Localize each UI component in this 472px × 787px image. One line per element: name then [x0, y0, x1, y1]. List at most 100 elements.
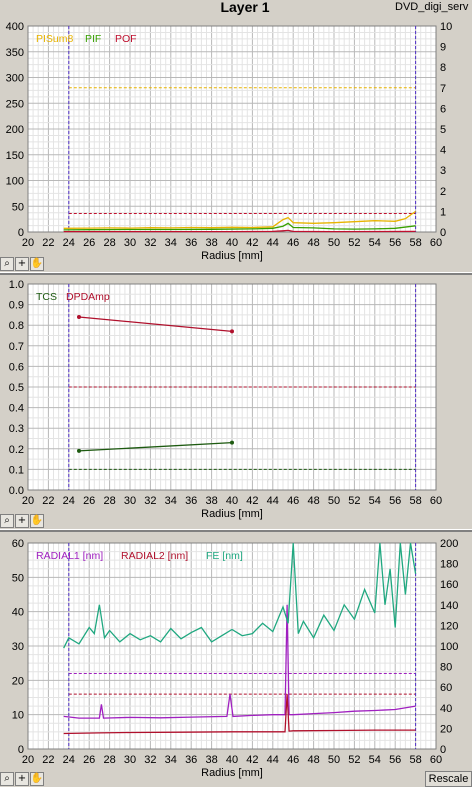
x-tick-label: 40 [226, 237, 238, 249]
x-tick-label: 38 [205, 237, 217, 249]
x-tick-label: 60 [430, 495, 442, 507]
x-tick-label: 42 [246, 237, 258, 249]
x-axis-label: Radius [mm] [201, 250, 263, 262]
data-point [77, 448, 81, 453]
x-tick-label: 28 [103, 237, 115, 249]
y-tick-label: 100 [6, 176, 24, 188]
y2-tick-label: 9 [440, 42, 446, 54]
y2-tick-label: 20 [440, 723, 452, 735]
x-tick-label: 30 [124, 237, 136, 249]
x-tick-label: 46 [287, 495, 299, 507]
y-tick-label: 0.6 [9, 361, 24, 373]
y-tick-label: 60 [12, 538, 24, 550]
legend-entry: POF [115, 33, 137, 45]
x-tick-label: 26 [83, 495, 95, 507]
crosshair-icon[interactable]: + [15, 772, 29, 786]
zoom-icon[interactable]: ⌕ [0, 772, 14, 786]
legend-entry: PISum8 [36, 33, 74, 45]
x-axis-label: Radius [mm] [201, 767, 263, 779]
charts-layer: 20 22 24 26 28 30 32 34 36 38 40 42 44 46 48 50 52 54 56 58… [6, 21, 459, 779]
x-tick-label: 36 [185, 237, 197, 249]
y2-tick-label: 5 [440, 124, 446, 136]
x-tick-label: 50 [328, 237, 340, 249]
x-tick-label: 28 [103, 495, 115, 507]
x-tick-label: 32 [144, 754, 156, 766]
y-tick-label: 50 [12, 572, 24, 584]
series-line [63, 222, 416, 231]
legend-entry: RADIAL2 [nm] [121, 550, 188, 562]
y2-tick-label: 8 [440, 62, 446, 74]
y2-tick-label: 2 [440, 186, 446, 198]
grid [27, 542, 437, 750]
x-tick-label: 24 [63, 237, 75, 249]
x-tick-label: 32 [144, 495, 156, 507]
x-tick-label: 26 [83, 754, 95, 766]
chart-toolbar: ⌕ + ✋ [0, 513, 52, 529]
y2-tick-label: 60 [440, 682, 452, 694]
pan-hand-icon[interactable]: ✋ [30, 514, 44, 528]
y-tick-label: 0.9 [9, 300, 24, 312]
pan-hand-icon[interactable]: ✋ [30, 257, 44, 271]
y-tick-label: 0.5 [9, 382, 24, 394]
y-tick-label: 200 [6, 124, 24, 136]
x-tick-label: 50 [328, 754, 340, 766]
x-tick-label: 54 [369, 237, 381, 249]
x-tick-label: 58 [409, 495, 421, 507]
rescale-button[interactable]: Rescale [425, 771, 472, 787]
series-line [63, 604, 416, 719]
x-tick-label: 52 [348, 754, 360, 766]
y-tick-label: 0.8 [9, 320, 24, 332]
x-tick-label: 20 [22, 754, 34, 766]
x-tick-label: 44 [267, 495, 279, 507]
pan-hand-icon[interactable]: ✋ [30, 772, 44, 786]
crosshair-icon[interactable]: + [15, 257, 29, 271]
y-tick-label: 30 [12, 641, 24, 653]
window-title: Layer 1 [220, 0, 269, 15]
series-line [63, 542, 417, 649]
x-tick-label: 28 [103, 754, 115, 766]
x-tick-label: 58 [409, 237, 421, 249]
y-tick-label: 50 [12, 201, 24, 213]
x-tick-label: 60 [430, 754, 442, 766]
zoom-icon[interactable]: ⌕ [0, 257, 14, 271]
x-tick-label: 40 [226, 754, 238, 766]
data-point [77, 314, 81, 319]
y2-tick-label: 140 [440, 600, 458, 612]
x-tick-label: 38 [205, 754, 217, 766]
crosshair-icon[interactable]: + [15, 514, 29, 528]
legend-entry: RADIAL1 [nm] [36, 550, 103, 562]
y2-tick-label: 200 [440, 538, 458, 550]
x-tick-label: 56 [389, 495, 401, 507]
zoom-icon[interactable]: ⌕ [0, 514, 14, 528]
x-tick-label: 38 [205, 495, 217, 507]
data-point [230, 329, 234, 334]
legend-entry: TCS [36, 291, 57, 303]
y-tick-label: 0 [18, 227, 24, 239]
y2-tick-label: 6 [440, 103, 446, 115]
y-tick-label: 300 [6, 73, 24, 85]
x-tick-label: 24 [63, 754, 75, 766]
x-tick-label: 54 [369, 495, 381, 507]
x-tick-label: 58 [409, 754, 421, 766]
x-tick-label: 36 [185, 495, 197, 507]
x-axis-label: Radius [mm] [201, 508, 263, 520]
grid [27, 25, 437, 233]
y-tick-label: 20 [12, 675, 24, 687]
x-tick-label: 46 [287, 237, 299, 249]
y-tick-label: 0.3 [9, 423, 24, 435]
x-tick-label: 48 [307, 495, 319, 507]
tab-label[interactable]: DVD_digi_serv [395, 1, 469, 13]
series-line [78, 441, 233, 452]
y2-tick-label: 80 [440, 662, 452, 674]
x-tick-label: 34 [165, 495, 177, 507]
data-point [230, 440, 234, 445]
y-tick-label: 250 [6, 98, 24, 110]
x-tick-label: 56 [389, 237, 401, 249]
legend-entry: DPDAmp [66, 291, 110, 303]
x-tick-label: 26 [83, 237, 95, 249]
plot-border [27, 542, 437, 750]
y-tick-label: 10 [12, 710, 24, 722]
y2-tick-label: 3 [440, 165, 446, 177]
y2-tick-label: 4 [440, 145, 446, 157]
